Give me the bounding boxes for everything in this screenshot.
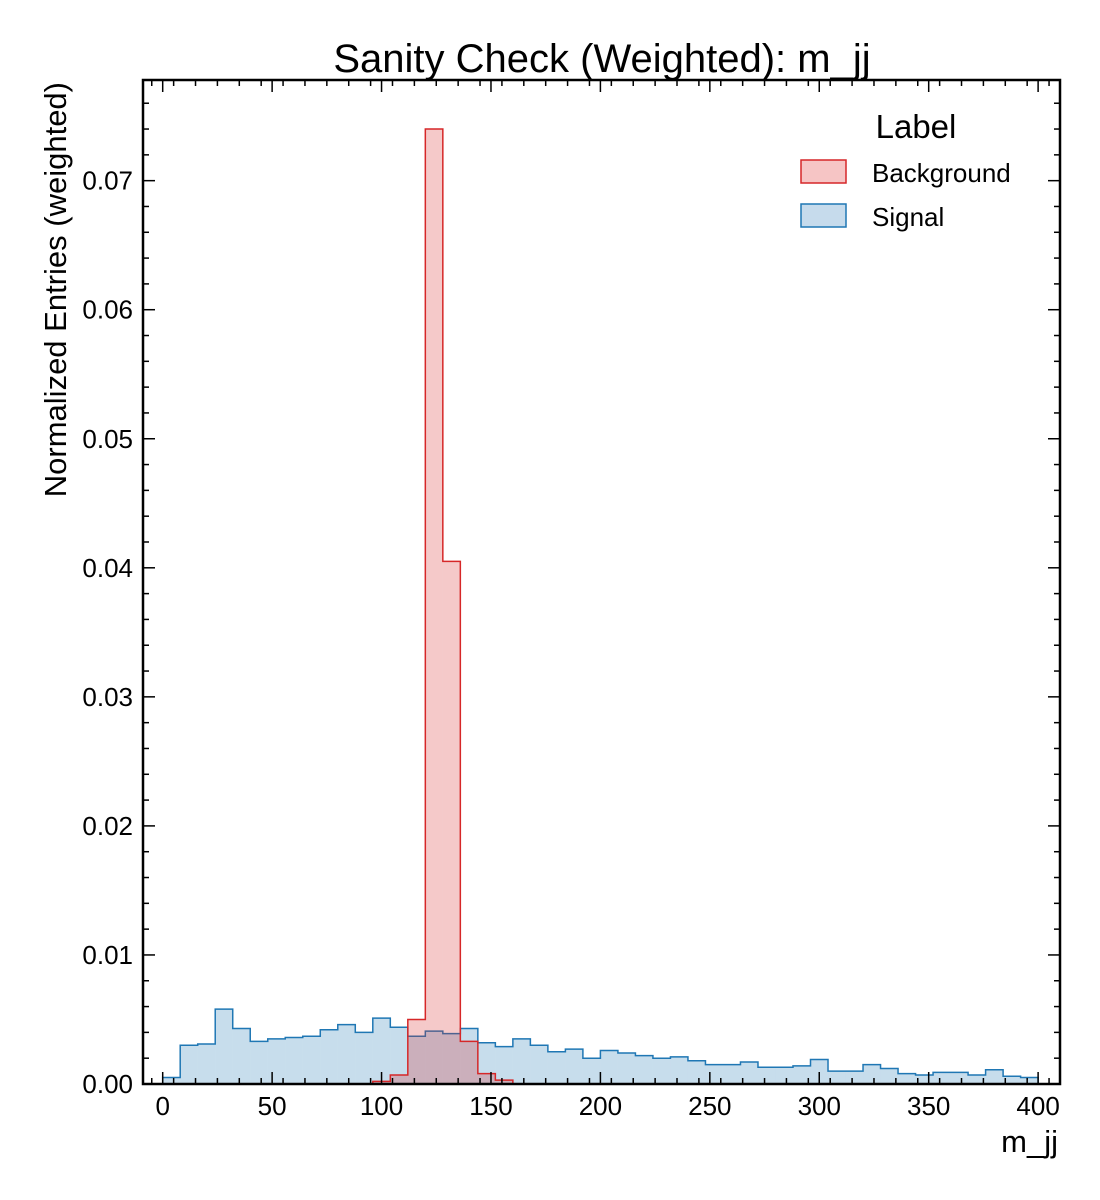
bar-signal: [425, 1031, 443, 1084]
bar-background: [442, 561, 461, 1084]
legend: Label Background Signal: [800, 108, 1011, 232]
y-tick-label: 0.05: [82, 424, 133, 454]
bar-signal: [215, 1009, 233, 1084]
bar-signal: [915, 1074, 934, 1084]
bar-signal: [792, 1065, 811, 1084]
bar-signal: [652, 1058, 671, 1084]
bar-signal: [460, 1028, 478, 1084]
bar-signal: [162, 1077, 181, 1084]
chart-title: Sanity Check (Weighted): m_jj: [333, 37, 870, 81]
bar-signal: [407, 1036, 426, 1084]
step-outline-background: [162, 128, 1039, 1085]
bar-signal: [635, 1055, 653, 1084]
bar-signal: [512, 1038, 531, 1084]
bar-background: [495, 1080, 513, 1084]
bar-signal: [337, 1024, 356, 1084]
bar-signal: [285, 1037, 303, 1084]
y-tick-label: 0.02: [82, 811, 133, 841]
bar-signal: [757, 1067, 776, 1084]
plot-frame: [141, 78, 1062, 1086]
histogram-bars: [161, 128, 1039, 1085]
bar-signal: [495, 1046, 513, 1084]
legend-title: Label: [876, 108, 957, 145]
bar-signal: [722, 1064, 741, 1084]
step-outline-signal: [161, 1008, 1039, 1084]
bar-signal: [390, 1027, 408, 1084]
legend-label-signal: Signal: [872, 202, 944, 232]
bar-signal: [985, 1069, 1004, 1084]
bar-signal: [372, 1018, 391, 1084]
y-tick-label: 0.04: [82, 553, 133, 583]
bar-signal: [582, 1058, 601, 1084]
x-tick-label: 0: [155, 1091, 169, 1121]
bar-signal: [933, 1072, 951, 1084]
x-tick-label: 300: [798, 1091, 841, 1121]
bar-signal: [950, 1072, 969, 1084]
bar-signal: [600, 1050, 618, 1084]
bar-signal: [267, 1038, 286, 1084]
y-tick-label: 0.07: [82, 166, 133, 196]
bar-background: [425, 129, 443, 1084]
bar-signal: [845, 1071, 864, 1084]
y-axis-title: Normalized Entries (weighted): [38, 82, 73, 497]
x-tick-label: 150: [469, 1091, 512, 1121]
bar-signal: [547, 1051, 566, 1084]
y-tick-label: 0.06: [82, 295, 133, 325]
series-background: [162, 128, 1039, 1085]
x-tick-label: 200: [579, 1091, 622, 1121]
bar-background: [477, 1073, 496, 1084]
bar-signal: [320, 1029, 338, 1084]
bar-signal: [617, 1053, 636, 1084]
bar-background: [407, 1019, 426, 1084]
series-signal: [161, 1008, 1039, 1084]
bar-signal: [565, 1049, 583, 1084]
legend-swatch-signal: [800, 203, 847, 228]
bar-signal: [863, 1064, 881, 1084]
bar-signal: [180, 1045, 198, 1084]
bar-signal: [355, 1032, 373, 1084]
bar-signal: [968, 1074, 986, 1084]
bar-signal: [810, 1059, 829, 1084]
bar-signal: [442, 1033, 461, 1084]
bar-signal: [232, 1028, 251, 1084]
legend-swatch-background: [800, 159, 847, 184]
bar-background: [460, 1041, 478, 1084]
bar-signal: [1003, 1076, 1021, 1084]
bar-signal: [302, 1036, 321, 1084]
bar-signal: [687, 1060, 706, 1084]
x-tick-label: 50: [258, 1091, 287, 1121]
bar-signal: [250, 1041, 268, 1084]
bar-signal: [530, 1045, 548, 1084]
bar-signal: [740, 1062, 758, 1084]
x-tick-label: 250: [688, 1091, 731, 1121]
y-tick-label: 0.00: [82, 1069, 133, 1099]
tick-labels: 0 50 100 150 200 250 300 350 400 0.00 0.01 0.02 0.03…: [82, 166, 1059, 1121]
x-tick-label: 100: [360, 1091, 403, 1121]
bar-signal: [898, 1073, 916, 1084]
bar-signal: [880, 1068, 899, 1084]
y-tick-label: 0.03: [82, 682, 133, 712]
bar-signal: [775, 1067, 793, 1084]
bar-signal: [1020, 1077, 1039, 1084]
legend-label-background: Background: [872, 158, 1011, 188]
bar-signal: [670, 1056, 688, 1084]
x-axis-title: m_jj: [1001, 1124, 1058, 1159]
bar-signal: [197, 1043, 216, 1084]
bar-signal: [828, 1071, 846, 1084]
x-tick-label: 400: [1016, 1091, 1059, 1121]
bar-background: [390, 1074, 408, 1084]
x-tick-label: 350: [907, 1091, 950, 1121]
y-tick-label: 0.01: [82, 940, 133, 970]
